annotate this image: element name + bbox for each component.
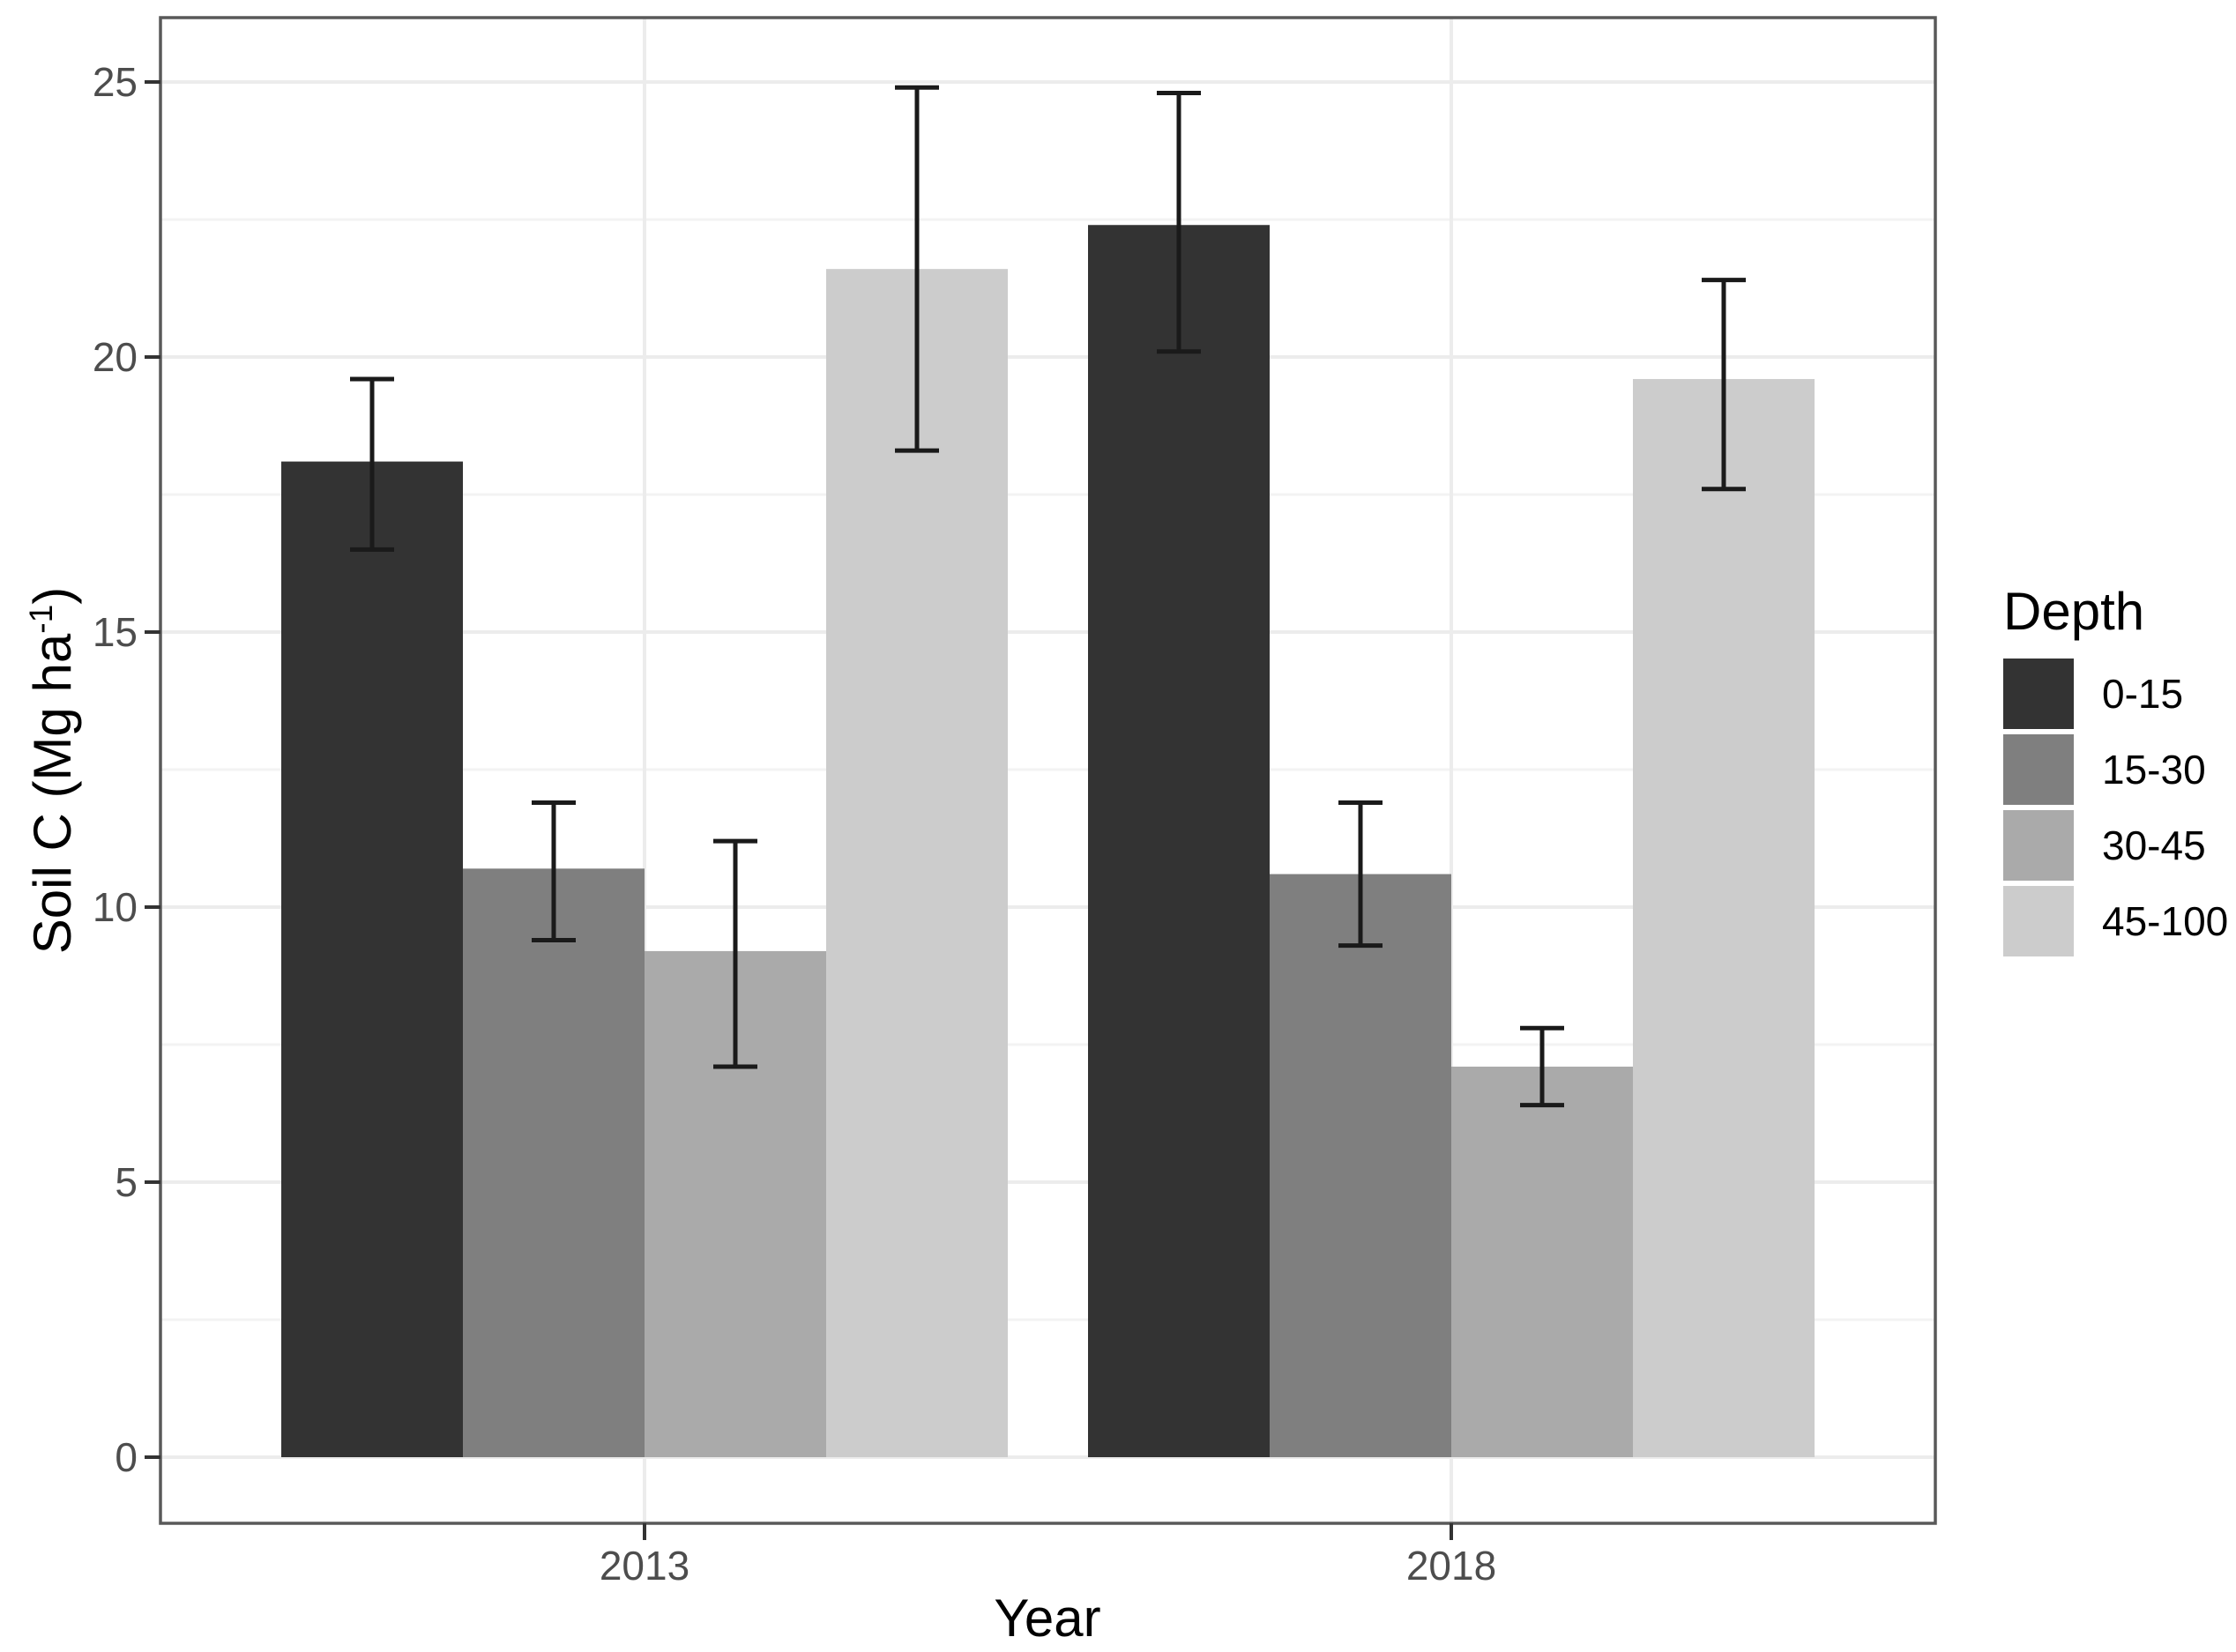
legend-label-0-15: 0-15 [2102, 671, 2184, 717]
bar-2018-15-30 [1270, 874, 1451, 1457]
y-tick-label-20: 20 [92, 334, 138, 380]
bar-2018-0-15 [1088, 225, 1270, 1458]
legend-swatch-15-30 [2003, 734, 2074, 805]
y-tick-label-25: 25 [92, 59, 138, 105]
y-tick-label-0: 0 [115, 1434, 138, 1480]
bar-2013-0-15 [281, 461, 463, 1457]
bar-2018-30-45 [1451, 1066, 1633, 1457]
x-tick-label-2013: 2013 [599, 1543, 690, 1589]
bar-2013-15-30 [463, 868, 645, 1457]
legend-label-15-30: 15-30 [2102, 747, 2206, 793]
y-tick-label-15: 15 [92, 609, 138, 655]
y-axis-title-close: ) [23, 586, 82, 605]
y-axis-title: Soil C (Mg ha-1) [14, 418, 82, 1123]
legend-title: Depth [2003, 582, 2145, 641]
y-tick-label-10: 10 [92, 884, 138, 930]
panel-border [159, 16, 1937, 1525]
x-tick-label-2018: 2018 [1405, 1543, 1497, 1589]
legend-swatch-45-100 [2003, 886, 2074, 956]
bar-2018-45-100 [1633, 378, 1815, 1458]
legend-label-30-45: 30-45 [2102, 822, 2206, 868]
x-axis-title: Year [994, 1589, 1101, 1648]
bar-2013-45-100 [826, 269, 1008, 1457]
legend-label-45-100: 45-100 [2102, 898, 2229, 944]
legend-swatch-30-45 [2003, 810, 2074, 881]
y-tick-label-5: 5 [115, 1159, 138, 1205]
legend-swatch-0-15 [2003, 659, 2074, 729]
